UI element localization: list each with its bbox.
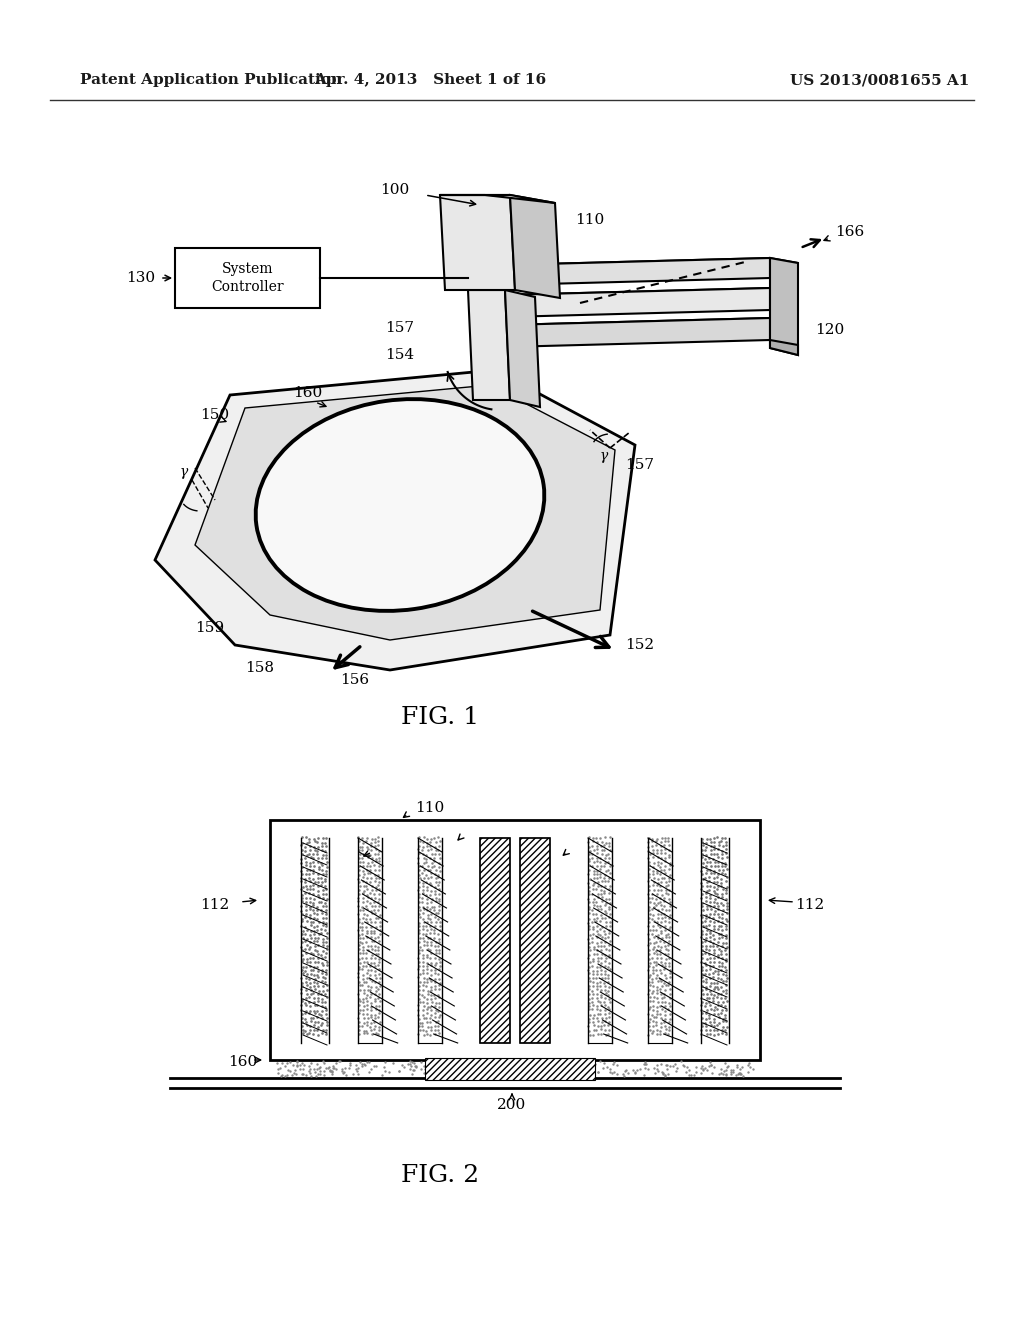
Bar xyxy=(425,1059,595,1080)
Text: 156: 156 xyxy=(340,673,369,686)
Bar xyxy=(480,838,510,1043)
Polygon shape xyxy=(440,195,515,290)
Polygon shape xyxy=(505,288,770,317)
Text: Apr. 4, 2013   Sheet 1 of 16: Apr. 4, 2013 Sheet 1 of 16 xyxy=(314,73,546,87)
Polygon shape xyxy=(505,318,798,330)
Polygon shape xyxy=(770,341,798,355)
Polygon shape xyxy=(440,195,555,203)
Text: 112: 112 xyxy=(796,898,824,912)
Bar xyxy=(270,820,760,1060)
Text: 154: 154 xyxy=(385,348,414,362)
Text: 110: 110 xyxy=(575,213,604,227)
Polygon shape xyxy=(468,290,510,400)
Text: 166: 166 xyxy=(835,224,864,239)
Polygon shape xyxy=(195,385,615,640)
Text: 158: 158 xyxy=(245,661,274,675)
Polygon shape xyxy=(505,318,770,347)
Polygon shape xyxy=(505,257,770,285)
Text: System
Controller: System Controller xyxy=(211,261,284,294)
Bar xyxy=(520,838,550,1043)
Ellipse shape xyxy=(256,399,545,611)
Text: 200: 200 xyxy=(498,1098,526,1111)
Text: 120: 120 xyxy=(815,323,844,337)
Polygon shape xyxy=(505,257,798,271)
Bar xyxy=(175,248,319,308)
Text: 114: 114 xyxy=(380,838,410,851)
Text: 159: 159 xyxy=(195,620,224,635)
Text: 152: 152 xyxy=(625,638,654,652)
Text: 100: 100 xyxy=(380,183,410,197)
Bar xyxy=(480,838,510,1043)
Text: 116: 116 xyxy=(465,822,495,837)
Text: Patent Application Publication: Patent Application Publication xyxy=(80,73,342,87)
Text: 157: 157 xyxy=(625,458,654,473)
Polygon shape xyxy=(510,195,560,298)
Text: 112: 112 xyxy=(201,898,229,912)
Polygon shape xyxy=(505,290,540,407)
Polygon shape xyxy=(155,370,635,671)
Text: 150: 150 xyxy=(200,408,229,422)
Text: US 2013/0081655 A1: US 2013/0081655 A1 xyxy=(790,73,970,87)
Text: FIG. 1: FIG. 1 xyxy=(401,706,479,730)
Polygon shape xyxy=(505,288,798,300)
Text: FIG. 2: FIG. 2 xyxy=(401,1163,479,1187)
Text: 114: 114 xyxy=(572,838,601,851)
Polygon shape xyxy=(770,257,798,355)
Text: 130: 130 xyxy=(126,271,155,285)
Text: 157: 157 xyxy=(385,321,414,335)
Text: 160: 160 xyxy=(228,1055,257,1069)
Text: 160: 160 xyxy=(293,385,323,400)
Text: γ: γ xyxy=(600,449,608,463)
Text: 110: 110 xyxy=(415,801,444,814)
Bar xyxy=(520,838,550,1043)
Text: γ: γ xyxy=(180,465,188,479)
